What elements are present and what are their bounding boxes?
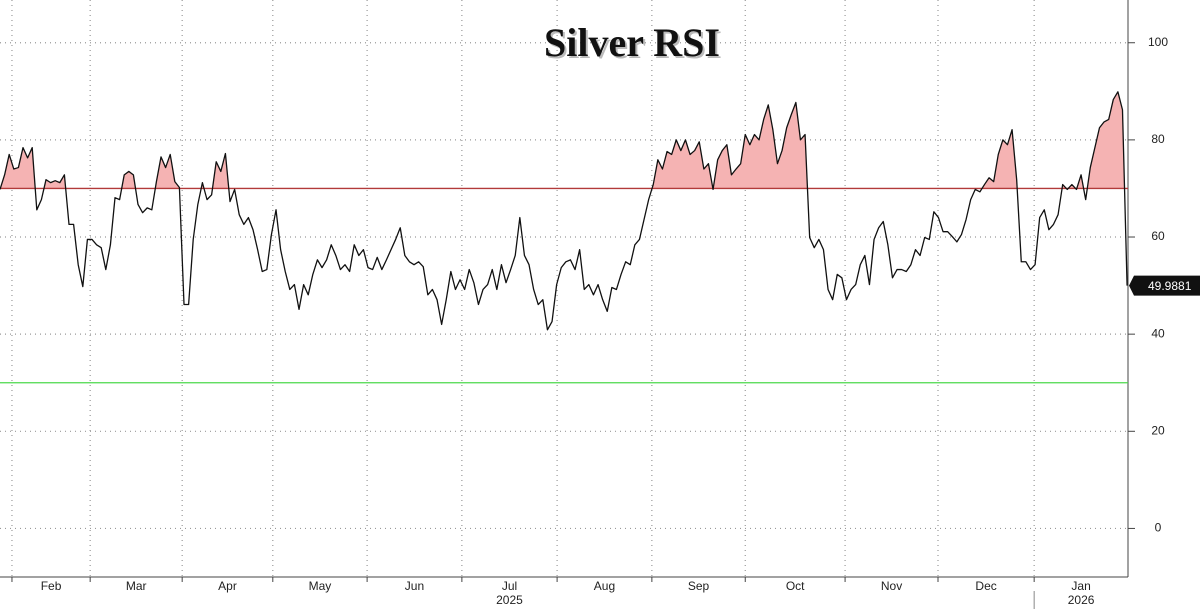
- y-tick-label: 60: [1151, 229, 1165, 243]
- x-tick-label: Jan: [1071, 579, 1090, 593]
- x-tick-label: Nov: [881, 579, 902, 593]
- year-label: 2025: [496, 593, 523, 607]
- x-tick-label: Sep: [688, 579, 710, 593]
- x-tick-label: May: [309, 579, 332, 593]
- rsi-line: [0, 91, 1128, 331]
- last-value-box: [1129, 275, 1200, 296]
- title-shadow: Silver RSI: [546, 22, 722, 67]
- overbought-fill: [0, 91, 1125, 189]
- x-tick-label: Dec: [975, 579, 996, 593]
- x-tick-label: Oct: [786, 579, 805, 593]
- last-value-label: 49.9881: [1148, 279, 1192, 293]
- year-label: 2026: [1068, 593, 1095, 607]
- x-tick-label: Feb: [41, 579, 62, 593]
- x-tick-label: Mar: [126, 579, 147, 593]
- y-tick-label: 100: [1148, 35, 1168, 49]
- y-tick-label: 80: [1151, 132, 1165, 146]
- x-tick-label: Aug: [594, 579, 615, 593]
- x-tick-label: Jun: [405, 579, 424, 593]
- y-tick-label: 20: [1151, 423, 1165, 437]
- x-tick-label: Jul: [502, 579, 517, 593]
- y-tick-label: 0: [1155, 521, 1162, 535]
- y-tick-label: 40: [1151, 326, 1165, 340]
- x-tick-label: Apr: [218, 579, 237, 593]
- chart-title: Silver RSI: [544, 20, 720, 65]
